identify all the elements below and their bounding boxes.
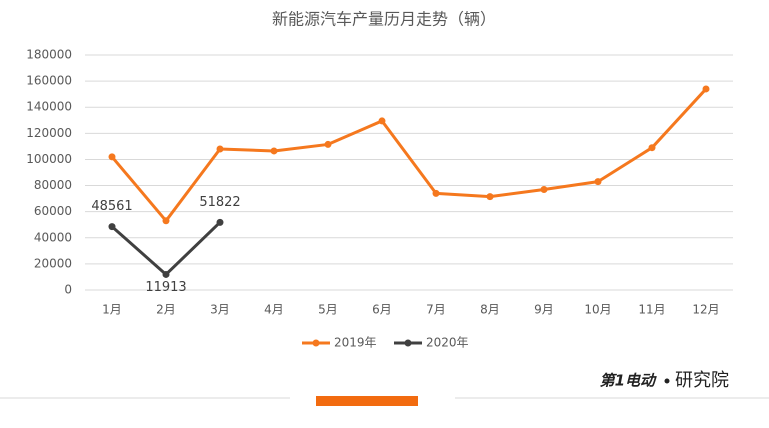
y-tick-label: 40000: [34, 230, 72, 244]
x-tick-label: 5月: [318, 303, 338, 317]
y-tick-label: 20000: [34, 256, 72, 270]
point: [162, 270, 170, 278]
chart-title: 新能源汽车产量历月走势（辆）: [272, 10, 496, 29]
footer-logo: 第1电动: [600, 372, 657, 390]
data-label: 48561: [91, 199, 132, 214]
y-tick-label: 60000: [34, 204, 72, 218]
point: [378, 117, 386, 125]
y-tick-label: 100000: [26, 152, 72, 166]
point: [324, 140, 332, 148]
series-line: [111, 221, 222, 276]
x-tick-label: 1月: [102, 303, 122, 317]
point: [162, 217, 170, 225]
x-tick-label: 2月: [156, 303, 176, 317]
x-tick-label: 3月: [210, 303, 230, 317]
y-tick-label: 120000: [26, 126, 72, 140]
x-tick-label: 7月: [426, 303, 446, 317]
x-tick-label: 6月: [372, 303, 392, 317]
y-tick-label: 180000: [26, 48, 72, 62]
point: [108, 153, 116, 161]
point: [270, 147, 278, 155]
legend-label: 2020年: [426, 336, 469, 350]
y-tick-label: 0: [64, 283, 72, 297]
x-tick-label: 10月: [584, 303, 611, 317]
point: [486, 193, 494, 201]
point: [216, 218, 224, 226]
data-label: 51822: [199, 195, 240, 210]
point: [702, 85, 710, 93]
legend-marker: [312, 339, 320, 347]
footer-bar: [316, 396, 418, 406]
y-tick-label: 80000: [34, 178, 72, 192]
point: [594, 178, 602, 186]
x-tick-label: 4月: [264, 303, 284, 317]
x-tick-label: 11月: [638, 303, 665, 317]
y-tick-label: 160000: [26, 74, 72, 88]
x-tick-label: 9月: [534, 303, 554, 317]
data-label: 11913: [145, 280, 186, 295]
point: [540, 185, 548, 193]
x-tick-label: 8月: [480, 303, 500, 317]
point: [216, 145, 224, 153]
point: [648, 144, 656, 152]
footer-dot: [664, 378, 670, 384]
point: [108, 223, 116, 231]
footer-text: 研究院: [675, 370, 729, 391]
series-line: [110, 87, 708, 223]
legend-marker: [404, 339, 412, 347]
x-tick-label: 12月: [692, 303, 719, 317]
point: [432, 189, 440, 197]
legend-label: 2019年: [334, 336, 377, 350]
y-tick-label: 140000: [26, 100, 72, 114]
